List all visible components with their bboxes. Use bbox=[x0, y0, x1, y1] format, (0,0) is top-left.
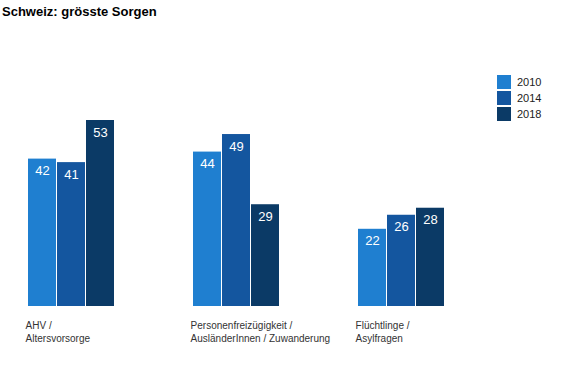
svg-text:44: 44 bbox=[200, 156, 214, 171]
svg-text:49: 49 bbox=[229, 139, 243, 154]
svg-text:Personenfreizügigkeit /Ausländ: Personenfreizügigkeit /AusländerInnen / … bbox=[191, 320, 331, 344]
svg-text:41: 41 bbox=[64, 167, 78, 182]
svg-text:28: 28 bbox=[423, 212, 437, 227]
html-text:Schweiz: grösste Sorgen: Schweiz: grösste Sorgen bbox=[2, 4, 157, 19]
svg-text:Flüchtlinge /Asylfragen: Flüchtlinge /Asylfragen bbox=[356, 320, 410, 344]
svg-text:53: 53 bbox=[93, 125, 107, 140]
svg-text:42: 42 bbox=[35, 163, 49, 178]
svg-text:29: 29 bbox=[258, 209, 272, 224]
html-text:2010: 2010 bbox=[517, 76, 542, 88]
svg-text:22: 22 bbox=[365, 233, 379, 248]
html-text:2014: 2014 bbox=[517, 92, 542, 104]
svg-text:AHV /Altersvorsorge: AHV /Altersvorsorge bbox=[26, 320, 91, 344]
html-text:2018: 2018 bbox=[517, 108, 542, 120]
svg-text:26: 26 bbox=[394, 219, 408, 234]
